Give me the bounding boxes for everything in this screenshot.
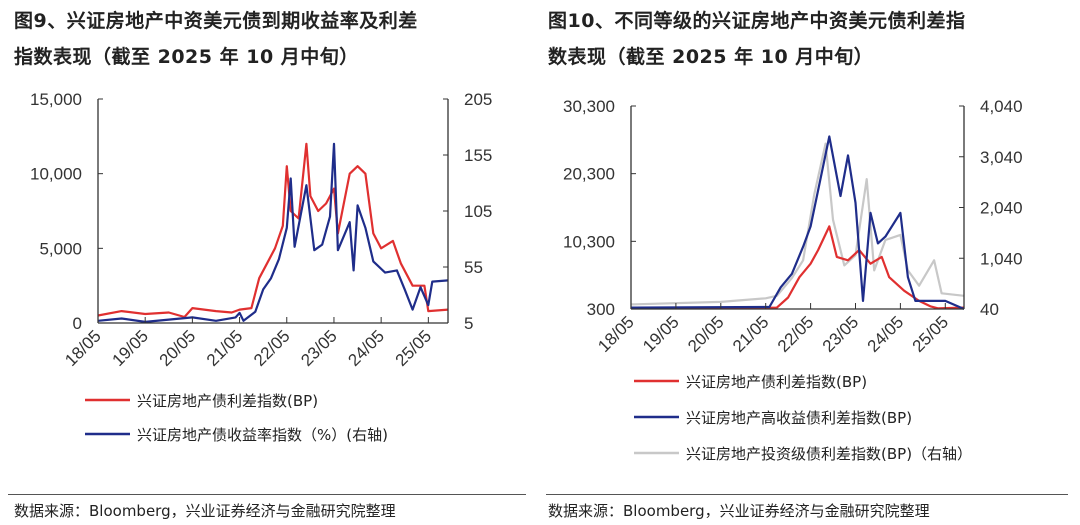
x-tick-label: 21/05 bbox=[203, 326, 247, 370]
chart2: 300 10,300 20,300 30,300 40 1,040 2,040 3,040 4,… bbox=[563, 97, 1023, 463]
right-tick-label: 4,040 bbox=[980, 97, 1023, 116]
right-tick-label: 2,040 bbox=[980, 199, 1023, 218]
chart1-title-line2: 指数表现（截至 2025 年 10 月中旬） bbox=[14, 46, 359, 68]
x-tick-label: 22/05 bbox=[250, 326, 294, 370]
left-tick-label: 30,300 bbox=[563, 97, 615, 116]
series-line-0 bbox=[97, 142, 449, 319]
right-tick-label: 3,040 bbox=[980, 148, 1023, 167]
x-tick-label: 18/05 bbox=[61, 326, 105, 370]
x-tick-label: 20/05 bbox=[684, 312, 728, 356]
x-tick-label: 24/05 bbox=[344, 326, 388, 370]
x-tick-label: 24/05 bbox=[864, 312, 908, 356]
legend-label: 兴证房地产债利差指数(BP) bbox=[137, 392, 318, 410]
x-tick-label: 25/05 bbox=[392, 326, 436, 370]
x-tick-label: 23/05 bbox=[297, 326, 341, 370]
right-tick-label: 55 bbox=[464, 258, 483, 277]
series-line-1 bbox=[97, 142, 449, 323]
legend-label: 兴证房地产债收益率指数（%）(右轴) bbox=[137, 426, 388, 444]
right-tick-label: 105 bbox=[464, 202, 492, 221]
right-tick-label: 155 bbox=[464, 146, 492, 165]
source-note-right: 数据来源：Bloomberg，兴业证券经济与金融研究院整理 bbox=[548, 502, 930, 520]
x-tick-label: 25/05 bbox=[909, 312, 953, 356]
left-tick-label: 300 bbox=[587, 300, 615, 319]
x-tick-label: 23/05 bbox=[819, 312, 863, 356]
divider-left bbox=[8, 494, 526, 495]
left-tick-label: 0 bbox=[73, 314, 82, 333]
right-tick-label: 205 bbox=[464, 90, 492, 109]
left-tick-label: 5,000 bbox=[39, 239, 82, 258]
x-tick-label: 20/05 bbox=[156, 326, 200, 370]
series-line-2 bbox=[630, 135, 965, 311]
x-tick-label: 21/05 bbox=[729, 312, 773, 356]
x-tick-label: 19/05 bbox=[108, 326, 152, 370]
legend-label: 兴证房地产债利差指数(BP) bbox=[686, 373, 867, 391]
left-tick-label: 15,000 bbox=[30, 90, 82, 109]
divider-right bbox=[546, 494, 1068, 495]
chart1-title-line1: 图9、兴证房地产中资美元债到期收益率及利差 bbox=[14, 10, 418, 32]
chart2-title-line2: 数表现（截至 2025 年 10 月中旬） bbox=[548, 46, 874, 68]
legend-label: 兴证房地产高收益债利差指数(BP) bbox=[686, 409, 912, 427]
right-tick-label: 40 bbox=[980, 300, 999, 319]
right-tick-label: 5 bbox=[464, 314, 473, 333]
left-tick-label: 10,300 bbox=[563, 232, 615, 251]
left-tick-label: 20,300 bbox=[563, 165, 615, 184]
x-tick-label: 22/05 bbox=[774, 312, 818, 356]
source-note-left: 数据来源：Bloomberg，兴业证券经济与金融研究院整理 bbox=[14, 502, 396, 520]
right-tick-label: 1,040 bbox=[980, 249, 1023, 268]
x-tick-label: 19/05 bbox=[639, 312, 683, 356]
chart2-title-line1: 图10、不同等级的兴证房地产中资美元债利差指 bbox=[548, 10, 966, 32]
left-tick-label: 10,000 bbox=[30, 165, 82, 184]
legend-label: 兴证房地产投资级债利差指数(BP)（右轴） bbox=[686, 445, 972, 463]
series-line-0 bbox=[630, 142, 965, 306]
